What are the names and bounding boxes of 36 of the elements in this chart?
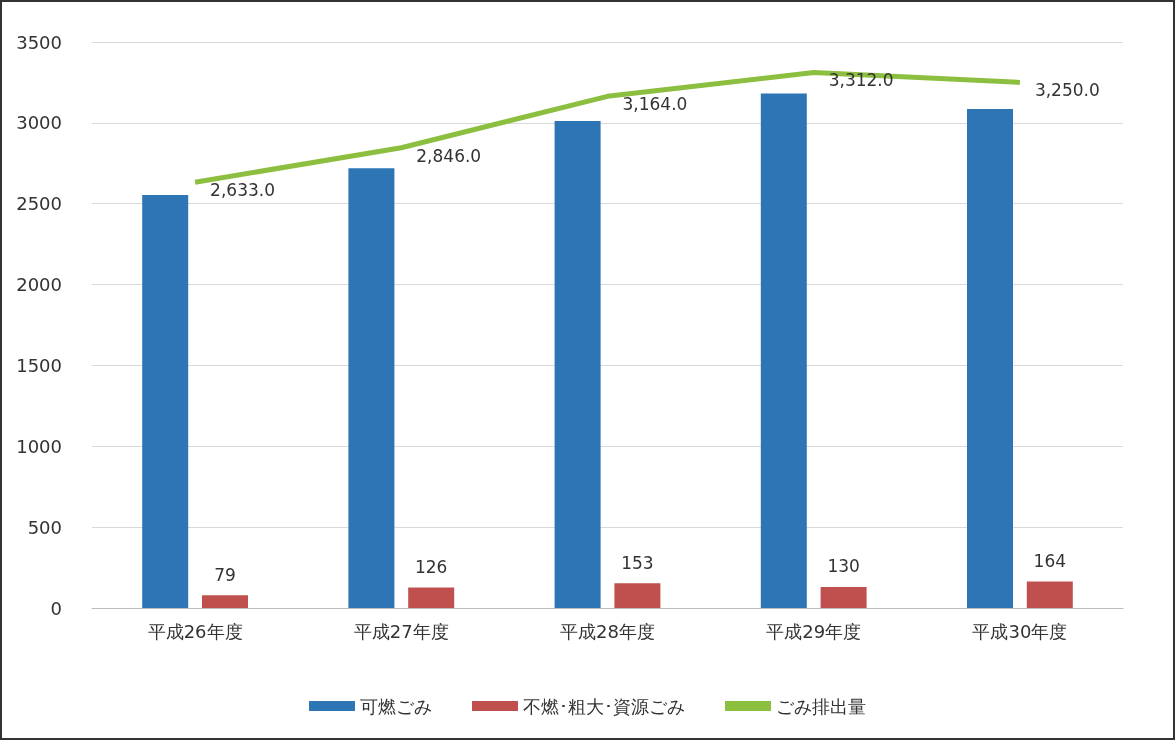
y-tick-label: 3500 [16,31,62,53]
bar [554,121,601,608]
data-label: 130 [827,556,860,577]
y-tick-label: 2500 [16,193,62,215]
legend-label: 不燃･粗大･資源ごみ [523,695,685,717]
legend-label: 可燃ごみ [360,695,432,717]
x-tick-label: 平成28年度 [560,620,655,642]
data-label: 79 [214,564,236,585]
y-tick-label: 1000 [16,435,62,457]
data-label: 2,846.0 [416,145,482,166]
x-tick-label: 平成26年度 [147,620,243,642]
bar [202,595,248,608]
y-tick-label: 2000 [16,274,62,296]
bar [1026,581,1073,608]
y-tick-label: 0 [50,597,62,619]
bar [614,583,661,608]
bar [760,93,807,608]
data-label: 2,633.0 [210,180,275,201]
bar [348,168,395,608]
data-label: 3,250.0 [1034,80,1100,101]
data-label: 164 [1033,550,1067,571]
legend-label: ごみ排出量 [776,695,866,717]
bar [820,586,867,608]
y-tick-label: 3000 [16,112,62,134]
data-label: 126 [414,557,448,578]
data-label: 3,164.0 [622,94,688,115]
bar [967,108,1013,608]
bar [142,194,189,608]
bar [408,587,455,608]
x-tick-label: 平成27年度 [353,620,449,642]
data-label: 3,312.0 [828,70,894,91]
x-tick-label: 平成29年度 [766,620,862,642]
data-label: 153 [621,552,654,573]
x-tick-label: 平成30年度 [972,620,1068,642]
y-tick-label: 500 [27,516,62,538]
y-tick-label: 1500 [16,354,62,376]
